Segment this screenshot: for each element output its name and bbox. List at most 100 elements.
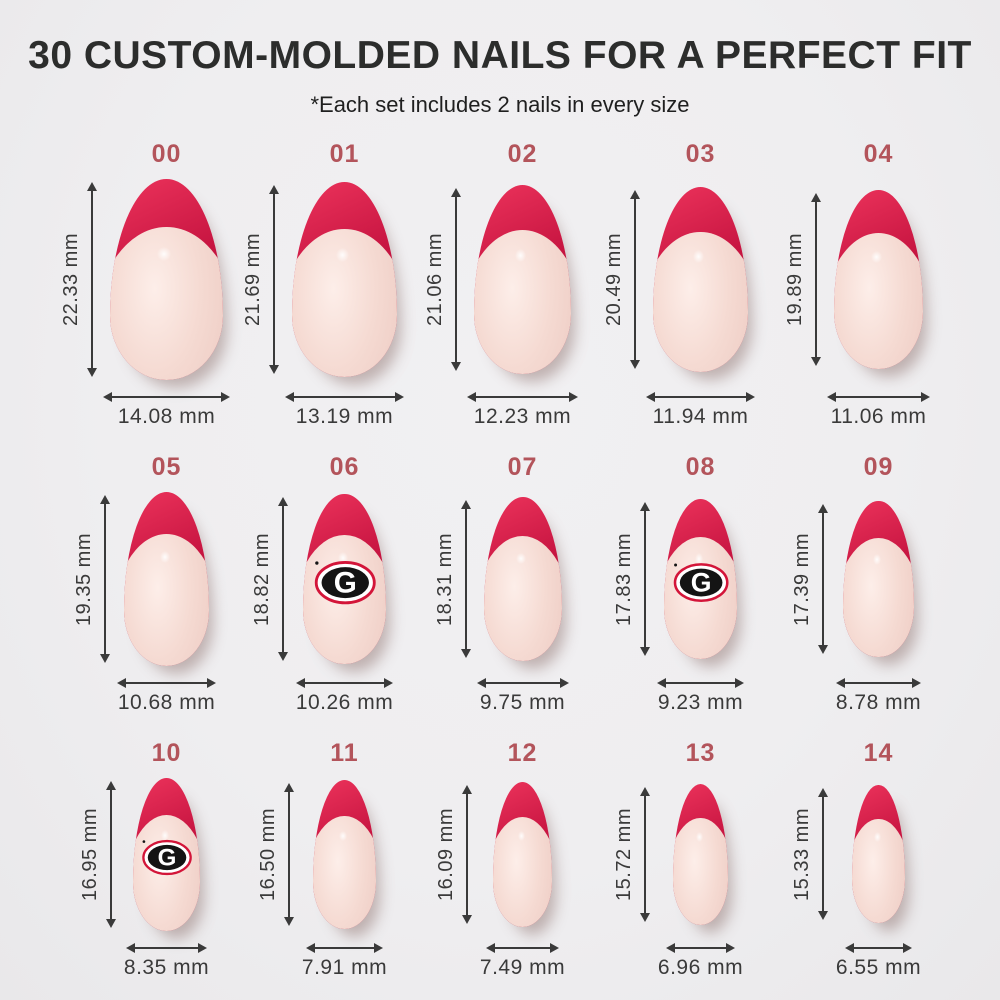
height-measure: 21.69 mm bbox=[241, 186, 275, 373]
height-measure: 17.39 mm bbox=[790, 505, 824, 653]
height-arrow-icon bbox=[643, 503, 646, 655]
nail-graphic bbox=[291, 181, 398, 378]
georgia-g-logo: G bbox=[140, 837, 193, 877]
size-label: 04 bbox=[863, 140, 894, 168]
nail-figure: 11 16.50 mm 7.91 mm bbox=[233, 739, 411, 980]
nail-gloss-highlight-icon bbox=[516, 552, 526, 565]
height-arrow-icon bbox=[287, 785, 290, 924]
size-label: 08 bbox=[685, 452, 716, 481]
width-label: 8.78 mm bbox=[835, 691, 922, 715]
nail-zone bbox=[118, 490, 215, 668]
nail-zone: G bbox=[658, 490, 743, 668]
nail-graphic bbox=[852, 785, 905, 924]
nail-figure: 06 18.82 mm G 10.26 mm bbox=[233, 453, 411, 715]
nail-gloss-highlight-icon bbox=[692, 249, 705, 263]
width-label: 11.94 mm bbox=[652, 404, 749, 428]
nail-graphic bbox=[473, 184, 572, 375]
width-arrow-icon bbox=[838, 682, 919, 685]
width-label: 7.49 mm bbox=[479, 955, 566, 979]
size-label: 13 bbox=[685, 739, 716, 768]
height-arrow-icon bbox=[91, 184, 94, 375]
height-arrow-icon bbox=[633, 192, 636, 367]
height-label: 18.82 mm bbox=[250, 532, 273, 626]
size-label: 10 bbox=[151, 739, 182, 768]
height-arrow-icon bbox=[109, 783, 112, 926]
size-label: 09 bbox=[863, 452, 894, 481]
nail-figure: 12 16.09 mm 7.49 mm bbox=[411, 739, 589, 980]
nail-figure: 04 19.89 mm 11.06 mm bbox=[767, 140, 945, 429]
width-arrow-icon bbox=[307, 946, 382, 949]
nail-graphic bbox=[652, 187, 749, 372]
nail-figure: 00 22.33 mm 14.08 mm bbox=[55, 140, 233, 429]
nail-graphic: G bbox=[133, 778, 200, 931]
size-label: 07 bbox=[507, 452, 538, 481]
height-label: 20.49 mm bbox=[602, 233, 625, 326]
page-subtitle: *Each set includes 2 nails in every size bbox=[310, 92, 690, 117]
nail-graphic bbox=[492, 781, 553, 927]
height-arrow-icon bbox=[821, 790, 824, 919]
nail-figure: 10 16.95 mm G 8.35 mm bbox=[55, 739, 233, 980]
height-label: 18.31 mm bbox=[433, 532, 456, 626]
width-arrow-icon bbox=[478, 682, 567, 685]
nail-figure: 05 19.35 mm 10.68 mm bbox=[55, 453, 233, 715]
width-arrow-icon bbox=[667, 946, 734, 949]
height-measure: 18.31 mm bbox=[433, 501, 467, 657]
width-label: 9.75 mm bbox=[479, 691, 566, 715]
nail-gloss-highlight-icon bbox=[159, 551, 170, 564]
nail-figure: 14 15.33 mm 6.55 mm bbox=[767, 739, 945, 980]
height-measure: 15.72 mm bbox=[612, 788, 646, 921]
height-label: 21.06 mm bbox=[423, 233, 446, 326]
width-label: 11.06 mm bbox=[830, 404, 927, 428]
height-label: 16.09 mm bbox=[434, 807, 457, 901]
height-arrow-icon bbox=[643, 788, 646, 921]
width-arrow-icon bbox=[468, 395, 577, 398]
nail-figure: 08 17.83 mm G 9.23 mm bbox=[589, 453, 767, 715]
nail-graphic: G bbox=[663, 498, 738, 660]
nail-zone bbox=[105, 177, 228, 382]
height-measure: 16.50 mm bbox=[257, 785, 290, 924]
height-label: 17.39 mm bbox=[790, 532, 813, 626]
height-arrow-icon bbox=[454, 189, 457, 370]
nail-graphic bbox=[312, 780, 377, 929]
width-arrow-icon bbox=[118, 682, 215, 685]
page-title: 30 CUSTOM-MOLDED NAILS FOR A PERFECT FIT bbox=[28, 34, 972, 77]
size-label: 06 bbox=[329, 452, 360, 481]
height-measure: 20.49 mm bbox=[602, 192, 636, 367]
height-arrow-icon bbox=[815, 194, 818, 364]
nail-gloss-highlight-icon bbox=[161, 829, 170, 841]
height-label: 15.72 mm bbox=[612, 807, 635, 901]
width-arrow-icon bbox=[487, 946, 558, 949]
nail-gloss-highlight-icon bbox=[696, 831, 703, 842]
nail-zone bbox=[469, 177, 577, 382]
width-arrow-icon bbox=[105, 395, 228, 398]
nail-figure: 09 17.39 mm 8.78 mm bbox=[767, 453, 945, 715]
nail-graphic: G bbox=[303, 494, 386, 664]
height-label: 19.89 mm bbox=[784, 233, 807, 326]
height-measure: 15.33 mm bbox=[790, 790, 824, 919]
height-label: 21.69 mm bbox=[241, 233, 264, 326]
nail-zone bbox=[836, 490, 921, 668]
width-label: 6.96 mm bbox=[657, 955, 744, 979]
width-label: 7.91 mm bbox=[301, 955, 388, 979]
nail-zone bbox=[829, 177, 927, 382]
width-arrow-icon bbox=[286, 395, 403, 398]
height-label: 15.33 mm bbox=[790, 807, 813, 901]
width-label: 14.08 mm bbox=[117, 404, 216, 428]
nail-figure: 01 21.69 mm 13.19 mm bbox=[233, 140, 411, 429]
width-arrow-icon bbox=[298, 682, 391, 685]
nail-gloss-highlight-icon bbox=[874, 832, 881, 842]
height-label: 16.95 mm bbox=[78, 807, 101, 901]
nail-zone bbox=[302, 776, 387, 933]
height-arrow-icon bbox=[103, 496, 106, 662]
size-chart: 00 22.33 mm 14.08 mm 01 21.69 mm bbox=[0, 140, 1000, 980]
height-arrow-icon bbox=[821, 505, 824, 653]
width-label: 6.55 mm bbox=[835, 955, 922, 979]
nail-graphic bbox=[123, 491, 210, 667]
size-label: 02 bbox=[507, 140, 538, 168]
nail-zone bbox=[836, 776, 921, 933]
height-measure: 21.06 mm bbox=[423, 189, 457, 370]
nail-zone bbox=[480, 776, 565, 933]
nail-gloss-highlight-icon bbox=[336, 248, 349, 262]
size-label: 14 bbox=[863, 739, 894, 768]
